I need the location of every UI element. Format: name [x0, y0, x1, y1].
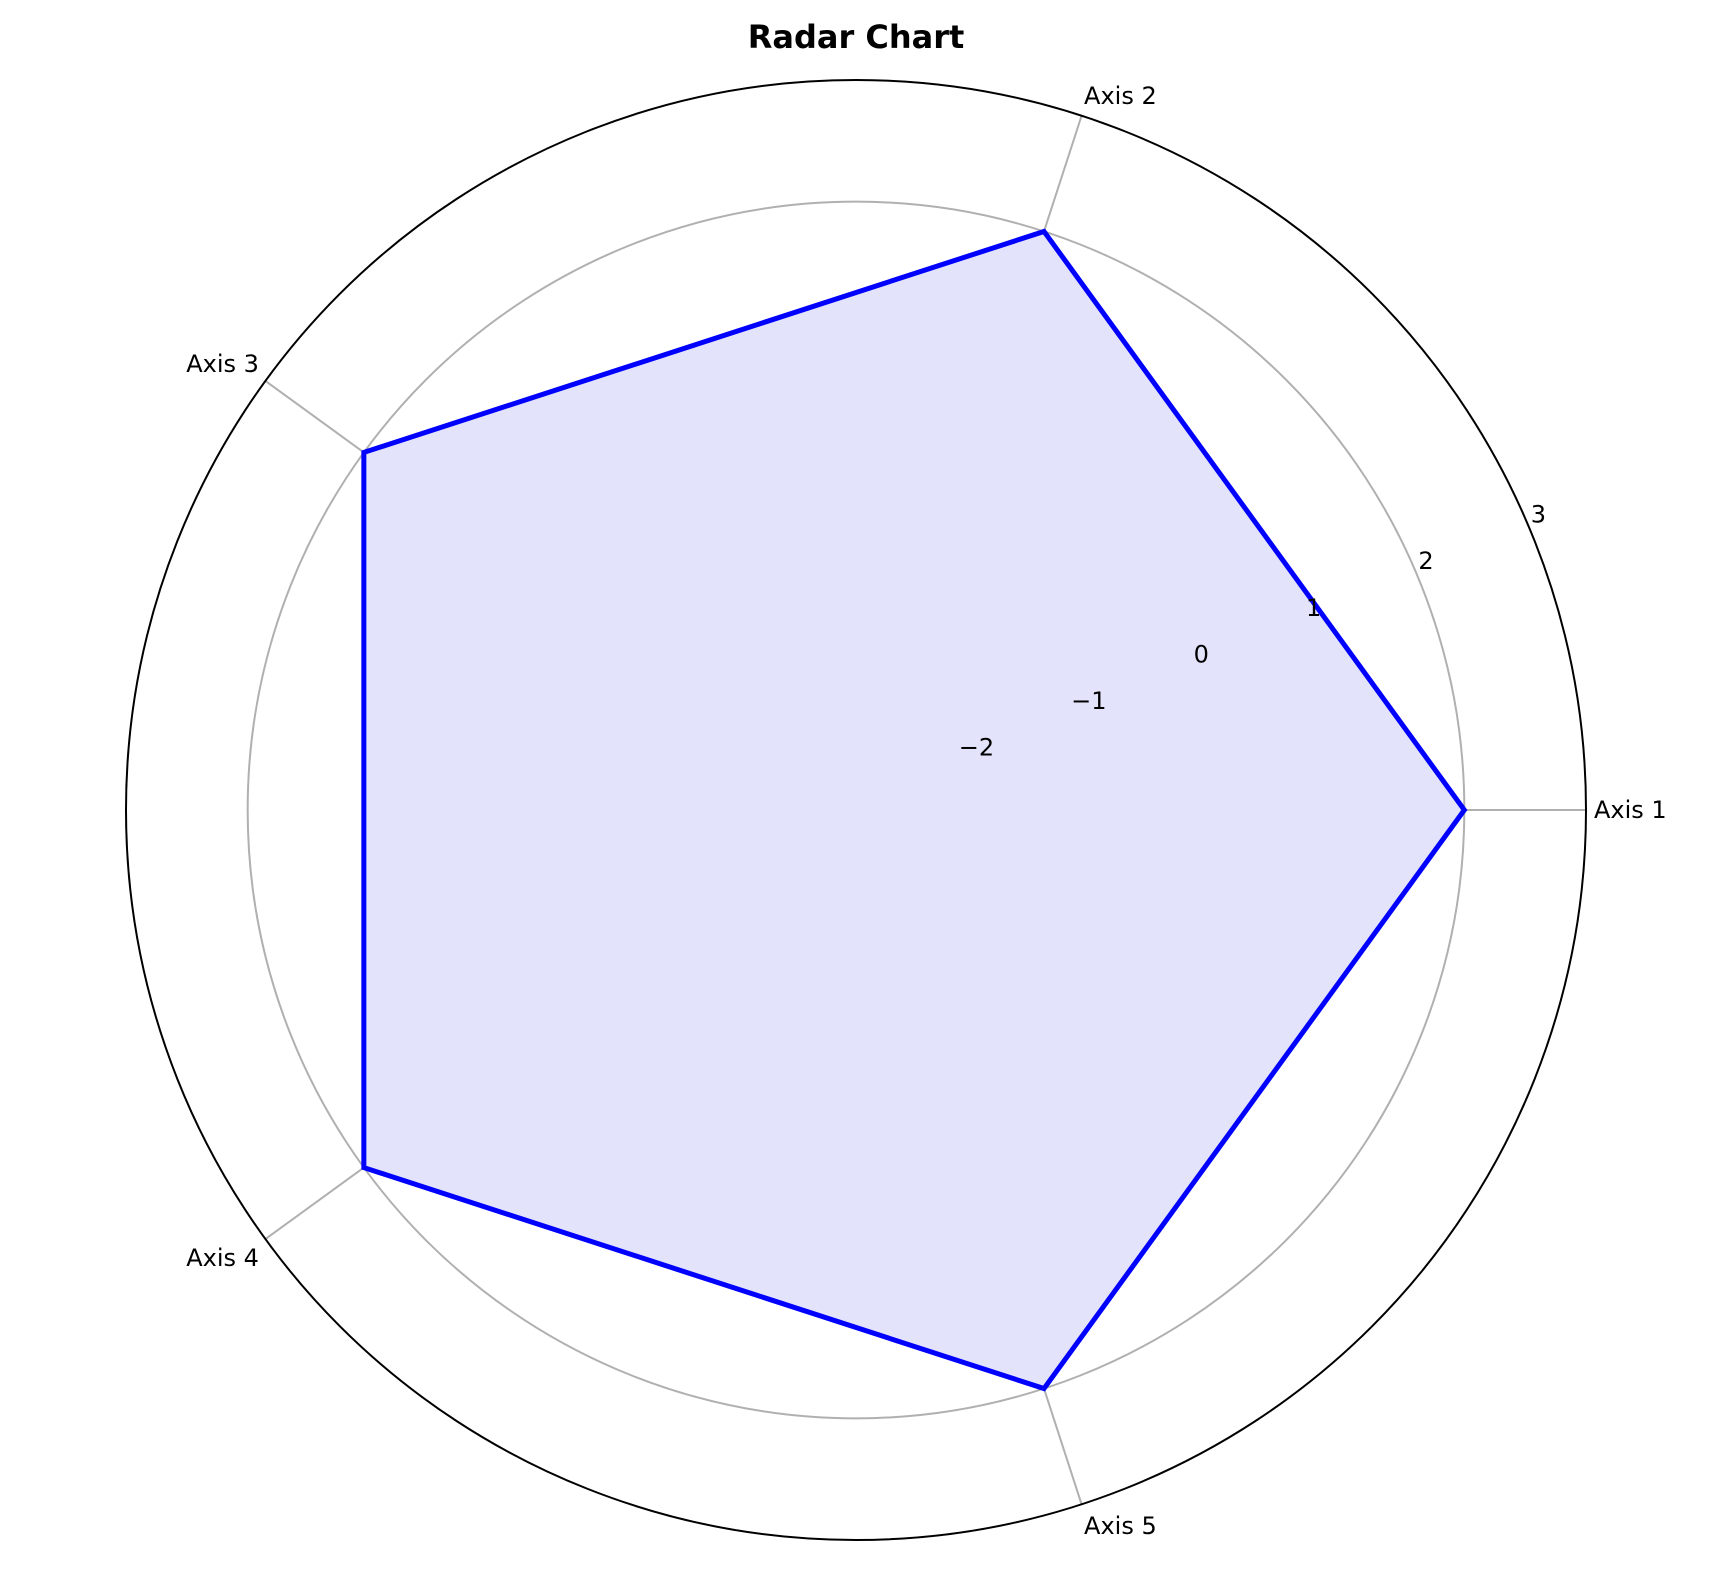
radial-tick-label: 1: [1306, 594, 1321, 622]
series-line: [361, 228, 1468, 1392]
data-layer: [361, 228, 1468, 1392]
axis-label: Axis 3: [186, 350, 259, 378]
axis-label: Axis 5: [1084, 1512, 1157, 1540]
series-fill: [363, 231, 1465, 1389]
axis-label: Axis 1: [1594, 796, 1667, 824]
axis-label: Axis 2: [1084, 82, 1157, 110]
radial-tick-label: −2: [959, 733, 994, 761]
chart-title: Radar Chart: [748, 18, 965, 56]
radial-tick-label: 3: [1531, 501, 1546, 529]
radial-tick-label: 0: [1194, 640, 1209, 668]
outer-frame: [125, 79, 1587, 1541]
label-layer: Axis 1 Axis 2 Axis 3 Axis 4 Axis 5 −2 −1 0 1 2 3: [186, 82, 1666, 1540]
radial-tick-label: −1: [1071, 687, 1106, 715]
axis-label: Axis 4: [186, 1244, 259, 1272]
radial-tick-label: 2: [1418, 547, 1433, 575]
